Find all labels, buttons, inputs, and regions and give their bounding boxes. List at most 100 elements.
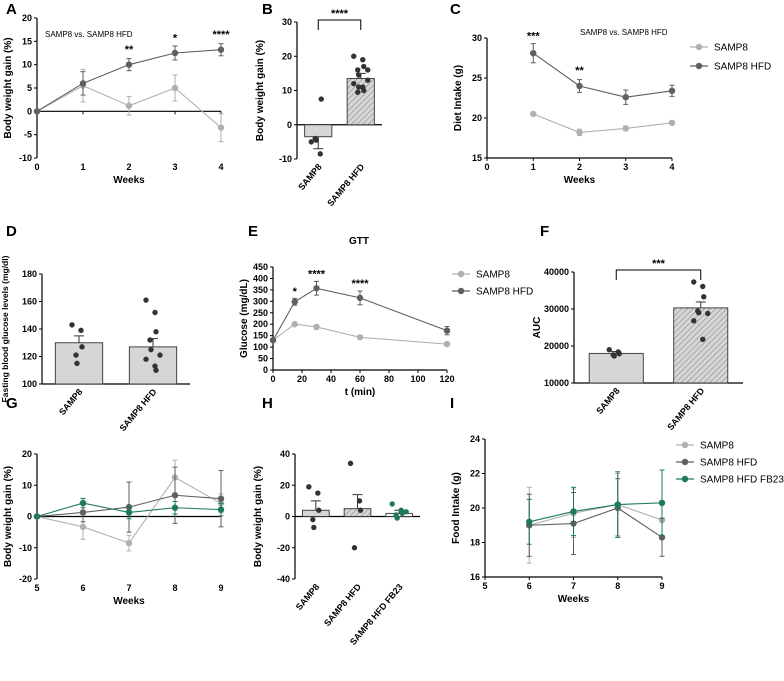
chart-title: GTT — [349, 236, 369, 247]
data-point — [78, 327, 84, 334]
x-tick-label: 40 — [326, 374, 336, 384]
y-axis-title: Body weight gain (%) — [3, 37, 14, 138]
panel-G: -20 -10 0 10 20 5 6 7 8 9 Weeks Body weight gain (%… — [3, 395, 225, 607]
data-point — [347, 460, 354, 467]
bar-samp8-hfd-fb23 — [385, 512, 413, 517]
data-point — [576, 129, 583, 136]
data-point — [171, 84, 179, 92]
data-point — [313, 137, 319, 143]
data-point — [365, 77, 371, 83]
significance-stars: ** — [575, 65, 584, 77]
data-point — [570, 508, 577, 515]
legend-marker — [681, 475, 689, 483]
x-tick-label: 8 — [615, 581, 620, 591]
y-tick-label: 400 — [253, 273, 268, 283]
data-point — [311, 524, 317, 531]
data-point — [365, 67, 371, 73]
significance-bracket — [317, 19, 362, 30]
x-tick-label: 6 — [80, 583, 85, 593]
legend-top: SAMP8 SAMP8 HFD — [690, 43, 771, 73]
y-tick-label: 0 — [287, 120, 292, 130]
x-tick-label: 60 — [355, 374, 365, 384]
data-point — [217, 495, 225, 502]
data-point — [171, 49, 179, 57]
y-axis-title: Body weight gain (%) — [255, 40, 266, 141]
comparison-note: SAMP8 vs. SAMP8 HFD — [580, 28, 668, 37]
data-point — [530, 50, 537, 57]
y-tick-label: 0 — [27, 512, 32, 522]
x-tick-label: 6 — [527, 581, 532, 591]
y-tick-label: 5 — [27, 83, 32, 93]
x-tick-label: SAMP8 — [594, 386, 622, 416]
data-point — [389, 501, 395, 507]
y-tick-label: 30 — [472, 33, 482, 43]
panel-label: C — [450, 1, 461, 18]
legend-marker — [457, 287, 465, 295]
x-tick-label: 120 — [439, 374, 454, 384]
panel-B: -10 0 10 20 30 Body weight gain (%) SAMP8 SAMP8… — [255, 1, 382, 208]
data-point — [606, 347, 612, 353]
y-axis-title: Body weight gain (%) — [253, 466, 264, 567]
x-tick-label: 5 — [482, 581, 487, 591]
data-point — [306, 484, 312, 490]
legend-marker — [695, 43, 703, 51]
y-tick-label: 300 — [253, 296, 268, 306]
data-point — [318, 96, 324, 102]
x-tick-label: 7 — [126, 583, 131, 593]
panel-label: A — [6, 1, 17, 18]
significance-stars: **** — [212, 29, 230, 41]
y-tick-label: 0 — [263, 365, 268, 375]
y-axis-title: AUC — [532, 317, 543, 339]
data-point — [526, 518, 533, 525]
significance-stars: **** — [308, 268, 326, 280]
data-point — [125, 509, 133, 516]
data-point — [443, 327, 451, 334]
legend-marker — [457, 270, 465, 278]
significance-stars: * — [293, 286, 298, 298]
x-tick-label: 1 — [531, 162, 536, 172]
data-point — [291, 298, 298, 305]
y-tick-label: 200 — [253, 319, 268, 329]
x-axis-title: Weeks — [564, 175, 596, 186]
y-tick-label: 20 — [282, 51, 292, 61]
data-point — [360, 56, 366, 63]
data-point — [357, 507, 364, 513]
x-tick-label: 3 — [623, 162, 628, 172]
significance-bracket — [615, 269, 702, 280]
bar-samp8 — [302, 509, 330, 517]
data-point — [269, 337, 277, 344]
x-tick-label: 2 — [577, 162, 582, 172]
y-tick-label: 10 — [282, 86, 292, 96]
x-tick-label: 1 — [80, 162, 85, 172]
data-point — [69, 322, 75, 328]
x-tick-label: 7 — [571, 581, 576, 591]
y-tick-label: -10 — [279, 154, 292, 164]
x-tick-label: 4 — [218, 162, 223, 172]
data-point — [691, 318, 697, 324]
y-tick-label: 10000 — [544, 378, 569, 388]
x-tick-label: 80 — [384, 374, 394, 384]
bar-samp8 — [304, 124, 333, 138]
series-line-samp8-hfd — [532, 52, 673, 98]
data-point — [668, 119, 676, 127]
panel-label: D — [6, 223, 17, 240]
significance-stars: **** — [351, 278, 369, 290]
x-tick-label: SAMP8 — [294, 582, 322, 612]
x-tick-label: SAMP8 HFD — [325, 161, 366, 208]
x-tick-label: SAMP8 HFD — [322, 581, 363, 628]
bar-samp8-hfd — [673, 307, 729, 384]
y-axis-title: Glucose (mg/dL) — [239, 279, 250, 358]
legend-label: SAMP8 HFD — [476, 287, 533, 298]
x-tick-label: 9 — [218, 583, 223, 593]
legend-label: SAMP8 — [700, 441, 734, 452]
y-tick-label: -40 — [277, 574, 290, 584]
data-point — [705, 310, 711, 317]
y-tick-label: -20 — [19, 574, 32, 584]
data-point — [153, 329, 159, 335]
series-line-samp8 — [529, 503, 663, 526]
panel-D: 100 120 140 160 180 Fasting blood glucose lev… — [0, 223, 190, 433]
y-tick-label: -10 — [19, 543, 32, 553]
y-tick-label: -10 — [19, 153, 32, 163]
